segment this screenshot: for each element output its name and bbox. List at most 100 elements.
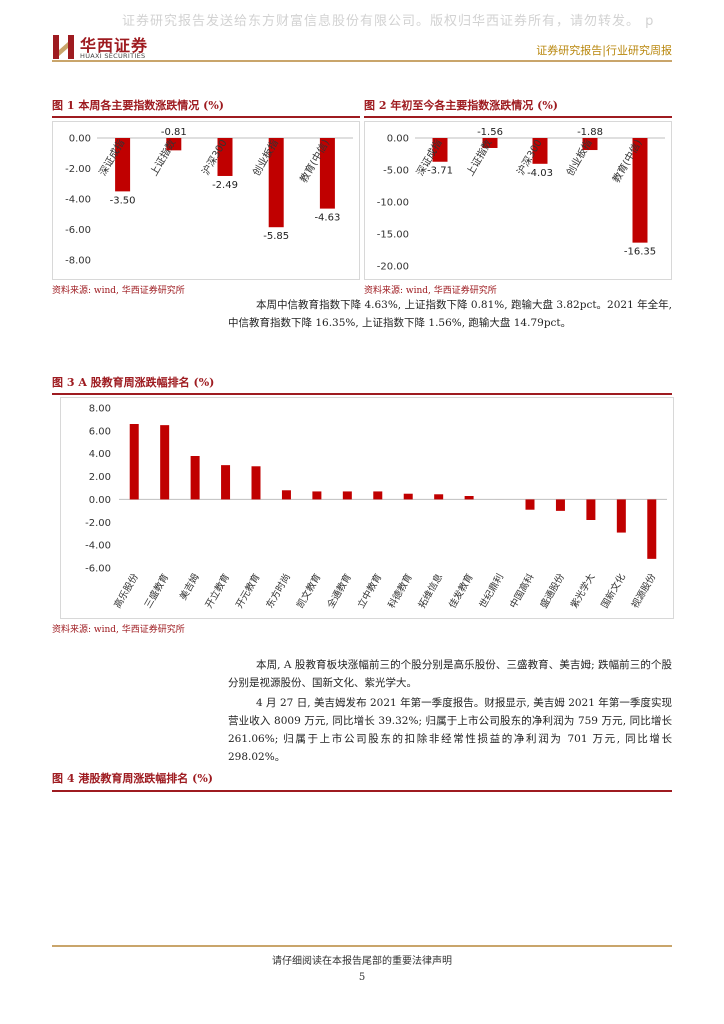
fig2-chart: 0.00-5.00-10.00-15.00-20.00-3.71深证成指-1.5… [377,127,665,273]
fig1-value-label: -0.81 [161,127,187,138]
fig3-ytick-label: -2.00 [85,518,111,529]
fig3-category-label: 开立教育 [203,572,232,611]
fig3-rule [52,393,672,395]
fig3-category-label: 国新文化 [599,571,629,610]
fig3-bar [586,499,596,520]
fig1-bar [268,138,284,228]
fig3-category-label: 视源股份 [629,571,659,610]
fig3-bar [190,456,200,500]
page-number: 5 [358,972,366,983]
fig3-bar [434,494,444,500]
fig1-category-label: 上证指数 [147,137,178,178]
fig2-value-label: -1.56 [477,127,503,138]
footer-disclaimer: 请仔细阅读在本报告尾部的重要法律声明 [272,956,452,967]
fig3-bar [525,499,535,510]
fig3-bar [312,491,322,500]
fig2-ytick-label: -15.00 [377,230,409,241]
fig1-bar [166,138,182,151]
fig2-category-label: 创业板指 [563,137,594,178]
fig3-source: 资料来源: wind, 华西证券研究所 [52,625,185,635]
header-divider [52,60,672,62]
fig1-ytick-label: -8.00 [65,256,91,267]
fig1-chart: 0.00-2.00-4.00-6.00-8.00-3.50深证成指-0.81上证… [65,127,353,267]
logo-text-en: HUAXI SECURITIES [80,52,146,60]
fig3-category-label: 盛通股份 [538,571,568,610]
fig3-category-label: 高乐股份 [111,571,141,610]
fig1-chart-frame: 0.00 -2.00 -4.00 -6.00 -8.00 -3.50 深证成指 -0.81 上证… [52,121,360,280]
fig2-title: 图 2 年初至今各主要指数涨跌情况 (%) [364,99,559,112]
fig3-ytick-label: 6.00 [89,426,111,437]
fig2-category-label: 上证指数 [463,137,494,178]
fig1-value-label: -5.85 [263,231,289,242]
fig3-bar [647,499,657,559]
fig3-category-label: 拓维信息 [416,572,445,611]
fig3-category-label: 世纪鼎利 [477,572,506,611]
fig4-rule [52,790,672,792]
fig1-bar [319,138,335,209]
fig3-category-label: 全通教育 [325,572,354,611]
fig3-chart-frame: 8.00 6.00 4.00 2.00 0.00 -2.00 -4.00 -6.00 高乐股份三… [60,397,674,619]
fig2-ytick-label: -20.00 [377,262,409,273]
fig3-ytick-label: 2.00 [89,472,111,483]
fig3-bar [342,491,352,500]
fig3-category-label: 中国高科 [507,571,537,610]
fig2-ytick-label: 0.00 [387,134,409,145]
huaxi-logo: 华西证券 HUAXI SECURITIES [52,32,192,62]
fig1-source: 资料来源: wind, 华西证券研究所 [52,286,185,296]
fig1-value-label: -3.50 [110,195,136,206]
fig3-category-label: 佳发教育 [446,572,475,611]
fig1-ytick-label: -6.00 [65,225,91,236]
fig2-ytick-label: -5.00 [383,166,409,177]
report-type: 证券研究报告|行业研究周报 [536,44,672,57]
fig3-bar [373,491,383,500]
fig2-bar [532,138,548,164]
fig1-ytick-label: -2.00 [65,164,91,175]
fig3-bar [464,496,474,500]
fig2-value-label: -16.35 [624,247,656,258]
fig2-bar [432,138,448,162]
fig3-category-label: 美吉姆 [177,571,202,602]
watermark: 证券研究报告发送给东方财富信息股份有限公司。版权归华西证券所有，请勿转发。 p [122,14,655,29]
paragraph-mygym-report: 4 月 27 日, 美吉姆发布 2021 年第一季度报告。财报显示, 美吉姆 2… [228,697,672,763]
fig2-bar [632,138,648,243]
fig3-category-label: 立中教育 [355,572,384,611]
fig3-bar [616,499,626,533]
fig3-chart: 8.00 6.00 4.00 2.00 0.00 -2.00 -4.00 -6.00高乐股份三… [85,404,667,611]
fig2-source: 资料来源: wind, 华西证券研究所 [364,286,497,296]
fig2-ytick-label: -10.00 [377,198,409,209]
fig1-value-label: -4.63 [314,213,340,224]
fig3-bar [160,425,170,500]
fig3-bar [251,466,261,500]
fig1-title: 图 1 本周各主要指数涨跌情况 (%) [52,99,225,112]
fig2-bar [582,138,598,151]
fig2-value-label: -3.71 [427,166,453,177]
fig2-chart-frame: 0.00 -5.00 -10.00 -15.00 -20.00 -3.71 深证成指 -1.5… [364,121,672,280]
footer-divider [52,945,672,947]
fig3-category-label: 科德教育 [385,572,414,611]
fig3-bar [403,493,413,500]
fig1-ytick-label: 0.00 [69,134,91,145]
fig3-ytick-label: 8.00 [89,404,111,415]
logo-text-cn: 华西证券 [80,36,149,55]
fig3-title: 图 3 A 股教育周涨跌幅排名 (%) [52,376,215,389]
fig3-category-label: 三盛教育 [142,572,171,611]
fig2-value-label: -4.03 [527,168,553,179]
fig4-title: 图 4 港股教育周涨跌幅排名 (%) [52,772,214,785]
fig3-bar [129,424,139,500]
fig3-ytick-label: -4.00 [85,541,111,552]
fig2-bar [482,138,498,148]
fig1-value-label: -2.49 [212,180,238,191]
fig3-category-label: 凯文教育 [294,572,323,611]
fig3-bar [221,465,231,500]
fig3-category-label: 东方时尚 [264,572,293,611]
fig3-category-label: 紫光学大 [568,571,598,610]
fig1-rule [52,116,360,118]
fig2-rule [364,116,672,118]
fig3-ytick-label: 4.00 [89,449,111,460]
paragraph-index-summary: 本周中信教育指数下降 4.63%, 上证指数下降 0.81%, 跑输大盘 3.8… [228,299,672,329]
fig3-ytick-label: 0.00 [89,495,111,506]
fig3-ytick-label: -6.00 [85,564,111,575]
fig3-bar [555,499,565,511]
fig1-bar [115,138,131,192]
fig3-bar [281,490,291,500]
